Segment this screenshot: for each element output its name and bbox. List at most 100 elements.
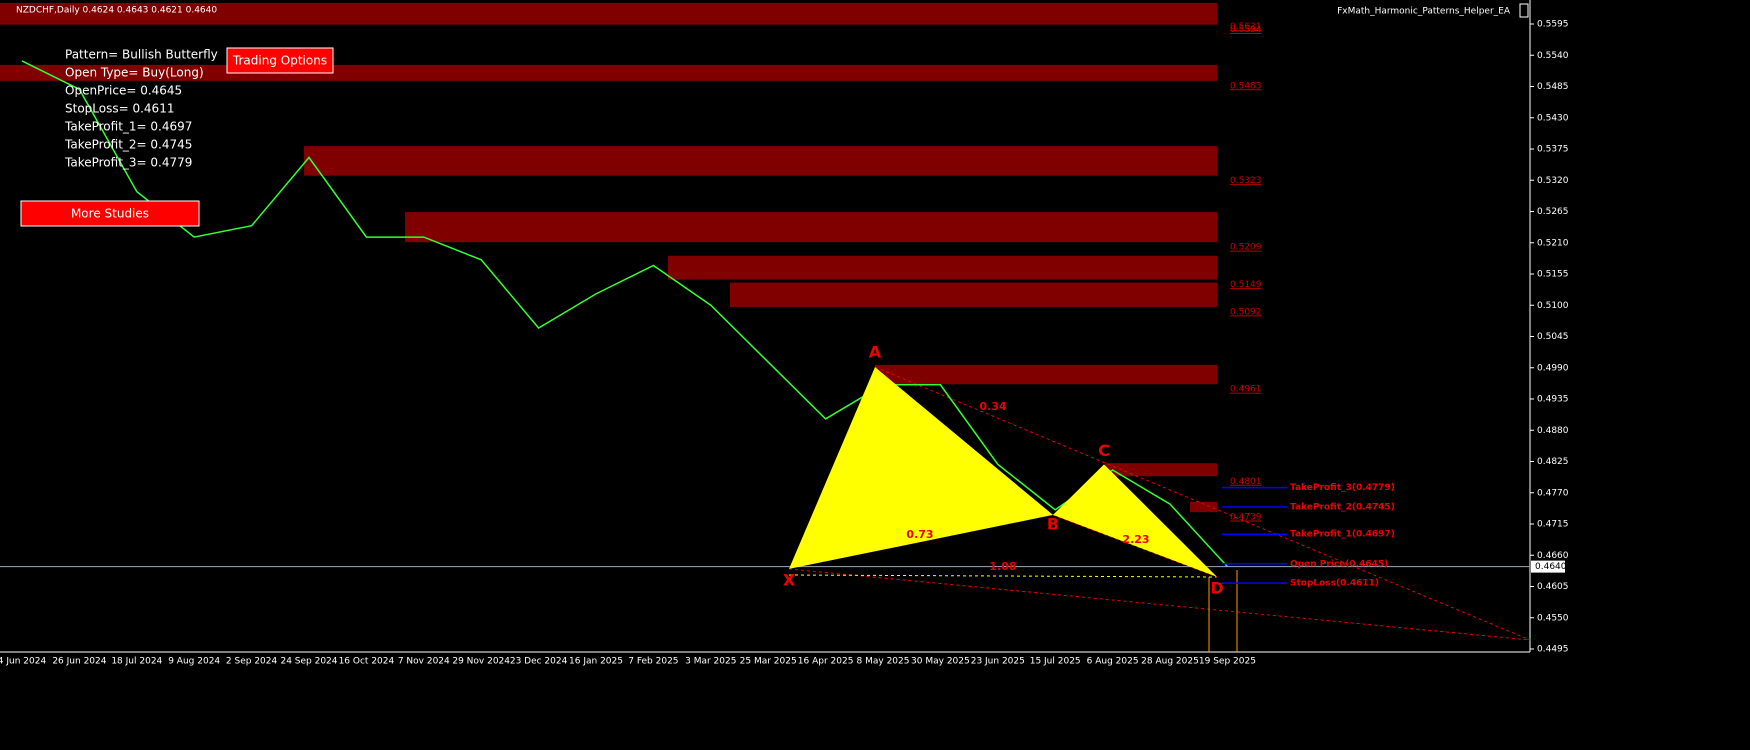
y-tick-label: 0.4825	[1537, 457, 1569, 467]
zone-label: 0.5621	[1230, 22, 1262, 32]
x-tick-label: 16 Jan 2025	[569, 657, 623, 667]
channel-line	[874, 366, 1531, 641]
current-price-label: 0.4640	[1535, 562, 1567, 572]
x-tick-label: 7 Feb 2025	[628, 657, 678, 667]
x-tick-label: 8 May 2025	[857, 657, 910, 667]
x-tick-label: 3 Mar 2025	[685, 657, 736, 667]
level-label: TakeProfit_3(0.4779)	[1290, 483, 1395, 493]
info-line: Open Type= Buy(Long)	[65, 66, 204, 80]
y-tick-label: 0.5485	[1537, 82, 1569, 92]
ratio-label: 0.34	[979, 400, 1006, 413]
zone-label: 0.4739	[1230, 513, 1262, 523]
y-tick-label: 0.4880	[1537, 426, 1569, 436]
y-tick-label: 0.5540	[1537, 51, 1569, 61]
y-tick-label: 0.4495	[1537, 645, 1569, 655]
level-label: TakeProfit_2(0.4745)	[1290, 502, 1395, 512]
resistance-zone	[730, 282, 1217, 307]
y-tick-label: 0.5320	[1537, 176, 1569, 186]
x-tick-label: 23 Jun 2025	[971, 657, 1025, 667]
y-tick-label: 0.5595	[1537, 20, 1569, 30]
resistance-zone	[1190, 501, 1217, 513]
x-tick-label: 24 Sep 2024	[280, 657, 337, 667]
info-line: Pattern= Bullish Butterfly	[65, 48, 218, 62]
info-line: OpenPrice= 0.4645	[65, 84, 182, 98]
price-line	[21, 60, 1228, 568]
resistance-zone	[1105, 463, 1217, 477]
x-tick-label: 6 Aug 2025	[1087, 657, 1139, 667]
zone-label: 0.5323	[1230, 176, 1262, 186]
button-label[interactable]: Trading Options	[232, 54, 327, 68]
y-tick-label: 0.5210	[1537, 238, 1569, 248]
resistance-zone	[0, 2, 1217, 22]
x-tick-label: 29 Nov 2024	[452, 657, 510, 667]
x-tick-label: 19 Sep 2025	[1199, 657, 1256, 667]
y-tick-label: 0.4550	[1537, 613, 1569, 623]
x-tick-label: 2 Sep 2024	[226, 657, 278, 667]
pattern-point-label: C	[1098, 441, 1110, 460]
pattern-bcd	[1053, 464, 1217, 577]
info-line: TakeProfit_2= 0.4745	[64, 138, 192, 152]
y-tick-label: 0.4605	[1537, 582, 1569, 592]
more-studies-button[interactable]: More Studies	[20, 200, 200, 227]
zone-label: 0.4801	[1230, 477, 1262, 487]
pattern-point-label: A	[869, 343, 882, 362]
trading-options-button[interactable]: Trading Options	[226, 47, 334, 74]
y-tick-label: 0.5375	[1537, 145, 1569, 155]
y-tick-label: 0.4770	[1537, 488, 1569, 498]
x-tick-label: 9 Aug 2024	[168, 657, 220, 667]
ratio-label: 1.08	[989, 560, 1016, 573]
current-price-box	[1531, 560, 1565, 573]
pattern-point-label: B	[1047, 514, 1059, 533]
channel-line	[788, 574, 1218, 578]
x-tick-label: 16 Apr 2025	[798, 657, 854, 667]
y-tick-label: 0.4715	[1537, 520, 1569, 530]
x-tick-label: 23 Dec 2024	[510, 657, 568, 667]
zone-label: 0.5594	[1230, 25, 1262, 35]
x-tick-label: 16 Oct 2024	[339, 657, 395, 667]
y-tick-label: 0.5265	[1537, 207, 1569, 217]
y-tick-label: 0.5430	[1537, 113, 1569, 123]
x-tick-label: 7 Nov 2024	[398, 657, 450, 667]
resistance-zone	[405, 212, 1217, 243]
x-tick-label: 28 Aug 2025	[1141, 657, 1199, 667]
level-label: TakeProfit_1(0.4697)	[1290, 530, 1395, 540]
resistance-zone	[668, 255, 1217, 280]
zone-label: 0.4961	[1230, 385, 1262, 395]
pattern-point-label: X	[783, 570, 796, 589]
zone-label: 0.5092	[1230, 307, 1262, 317]
resistance-zone	[304, 146, 1217, 176]
y-tick-label: 0.5155	[1537, 270, 1569, 280]
x-tick-label: 25 Mar 2025	[740, 657, 797, 667]
level-label: StopLoss(0.4611)	[1290, 579, 1379, 589]
info-line: TakeProfit_1= 0.4697	[64, 120, 192, 134]
zone-label: 0.5209	[1230, 243, 1262, 253]
x-tick-label: 15 Jul 2025	[1030, 657, 1081, 667]
y-tick-label: 0.4990	[1537, 363, 1569, 373]
ratio-label: 2.23	[1122, 533, 1149, 546]
y-tick-label: 0.5045	[1537, 332, 1569, 342]
level-label: Open Price(0.4645)	[1290, 559, 1388, 569]
x-tick-label: 18 Jul 2024	[111, 657, 162, 667]
zone-label: 0.5149	[1230, 280, 1262, 290]
x-tick-label: 4 Jun 2024	[0, 657, 46, 667]
y-tick-label: 0.4660	[1537, 551, 1569, 561]
button-label[interactable]: More Studies	[71, 207, 149, 221]
y-tick-label: 0.4935	[1537, 395, 1569, 405]
x-tick-label: 30 May 2025	[911, 657, 970, 667]
expert-name: FxMath_Harmonic_Patterns_Helper_EA	[1337, 7, 1511, 17]
ratio-label: 0.73	[906, 528, 933, 541]
button-bg[interactable]	[226, 47, 334, 74]
resistance-zone	[0, 21, 1217, 25]
channel-line	[788, 568, 1531, 641]
zone-label: 0.5483	[1230, 81, 1262, 91]
resistance-zone	[875, 364, 1217, 385]
expert-icon	[1519, 3, 1529, 18]
info-line: TakeProfit_3= 0.4779	[64, 156, 192, 170]
x-tick-label: 26 Jun 2024	[52, 657, 106, 667]
symbol-header: NZDCHF,Daily 0.4624 0.4643 0.4621 0.4640	[16, 6, 217, 16]
pattern-xab	[789, 367, 1053, 569]
y-tick-label: 0.5100	[1537, 301, 1569, 311]
button-bg[interactable]	[20, 200, 200, 227]
info-line: StopLoss= 0.4611	[65, 102, 174, 116]
